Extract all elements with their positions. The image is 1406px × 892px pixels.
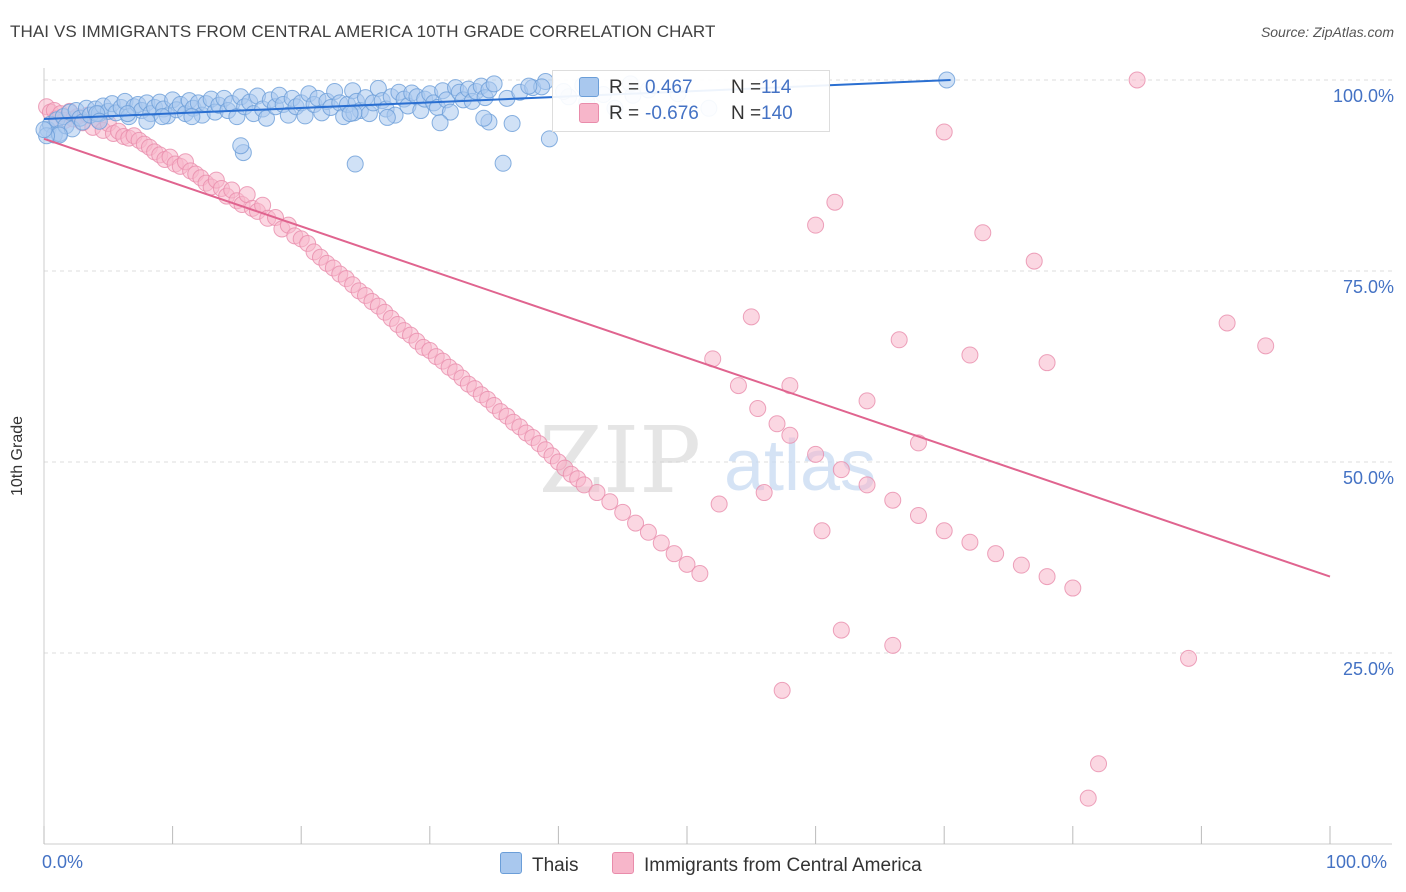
immigrants-point-111: [858, 476, 876, 494]
immigrants-point-112: [884, 491, 902, 509]
immigrants-point-99: [639, 523, 657, 541]
immigrants-point-115: [961, 533, 979, 551]
immigrants-point-109: [807, 445, 825, 463]
watermark: ZIP atlas: [539, 407, 876, 514]
thais-point-133: [475, 109, 493, 127]
thais-point-97: [441, 103, 459, 121]
thais-point-121: [503, 115, 521, 133]
immigrants-point-134: [826, 193, 844, 211]
series-thais-points: [35, 71, 956, 173]
thais-point-147: [520, 77, 538, 95]
bottom-legend-immigrants: Immigrants from Central America: [612, 852, 922, 877]
immigrants-point-110: [832, 461, 850, 479]
bottom-legend-swatch-thais: [500, 852, 522, 874]
y-tick-50: 50.0%: [1342, 468, 1394, 488]
immigrants-point-117: [1012, 556, 1030, 574]
chart-title: THAI VS IMMIGRANTS FROM CENTRAL AMERICA …: [10, 22, 716, 41]
immigrants-point-113: [909, 506, 927, 524]
bottom-legend-label-thais: Thais: [532, 855, 579, 876]
thais-point-125: [153, 108, 171, 126]
trendline-immigrants: [43, 137, 1331, 578]
immigrants-point-120: [773, 681, 791, 699]
immigrants-point-94: [575, 476, 593, 494]
thais-point-138: [232, 137, 250, 155]
y-tick-100: 100.0%: [1332, 86, 1394, 106]
immigrants-point-102: [678, 555, 696, 573]
immigrants-point-141: [813, 522, 831, 540]
immigrants-point-142: [755, 484, 773, 502]
immigrants-point-125: [1128, 71, 1146, 89]
legend-r-label: R =: [609, 103, 640, 124]
immigrants-point-138: [858, 392, 876, 410]
immigrants-point-119: [1064, 579, 1082, 597]
legend-r-value: -0.676: [645, 103, 699, 124]
immigrants-point-100: [652, 534, 670, 552]
thais-point-132: [35, 121, 53, 139]
legend-n-value: 140: [761, 103, 793, 124]
immigrants-point-98: [627, 514, 645, 532]
x-tick-0: 0.0%: [42, 852, 84, 872]
immigrants-point-101: [665, 545, 683, 563]
immigrants-point-133: [935, 123, 953, 141]
thais-point-123: [431, 114, 449, 132]
immigrants-point-132: [1038, 354, 1056, 372]
legend-swatch-immigrants: [579, 103, 599, 123]
immigrants-point-135: [807, 216, 825, 234]
immigrants-point-136: [742, 308, 760, 326]
thais-point-135: [346, 155, 364, 173]
immigrants-point-131: [961, 346, 979, 364]
immigrants-point-129: [1090, 755, 1108, 773]
immigrants-point-126: [1218, 314, 1236, 332]
gridlines: [44, 79, 1392, 654]
immigrants-point-105: [729, 377, 747, 395]
axes: [43, 68, 1392, 845]
thais-point-134: [540, 130, 558, 148]
immigrants-point-121: [832, 621, 850, 639]
thais-point-126: [138, 112, 156, 130]
immigrants-point-127: [1257, 337, 1275, 355]
watermark-atlas: atlas: [724, 426, 876, 506]
legend-n-label: N =: [731, 103, 762, 124]
legend-n-label: N =: [731, 77, 762, 98]
immigrants-point-116: [987, 545, 1005, 563]
immigrants-point-107: [768, 415, 786, 433]
bottom-legend-swatch-immigrants: [612, 852, 634, 874]
thais-point-129: [119, 105, 137, 123]
thais-point-120: [378, 108, 396, 126]
y-tick-25: 25.0%: [1342, 659, 1394, 679]
legend-swatch-thais: [579, 77, 599, 97]
thais-point-107: [485, 75, 503, 93]
bottom-legend-label-immigrants: Immigrants from Central America: [644, 855, 922, 876]
immigrants-point-106: [749, 400, 767, 418]
immigrants-point-123: [974, 224, 992, 242]
immigrants-point-124: [1025, 252, 1043, 270]
thais-point-124: [183, 108, 201, 126]
immigrants-point-128: [1079, 789, 1097, 807]
immigrants-point-114: [935, 522, 953, 540]
y-tick-75: 75.0%: [1342, 277, 1394, 297]
thais-point-136: [494, 154, 512, 172]
immigrants-point-140: [890, 331, 908, 349]
immigrants-point-118: [1038, 568, 1056, 586]
immigrants-point-122: [884, 636, 902, 654]
immigrants-point-95: [588, 484, 606, 502]
thais-point-119: [341, 105, 359, 123]
immigrants-point-130: [1180, 649, 1198, 667]
immigrants-point-97: [614, 503, 632, 521]
series-immigrants-points: [38, 71, 1275, 807]
bottom-legend-thais: Thais: [500, 852, 578, 877]
legend-r-value: 0.467: [645, 77, 693, 98]
immigrants-point-143: [710, 495, 728, 513]
source-label: Source: ZipAtlas.com: [1260, 24, 1394, 40]
immigrants-point-108: [781, 426, 799, 444]
immigrants-point-103: [691, 565, 709, 583]
immigrants-point-96: [601, 493, 619, 511]
x-tick-100: 100.0%: [1326, 852, 1388, 872]
legend-r-label: R =: [609, 77, 640, 98]
legend-n-value: 114: [761, 77, 792, 98]
correlation-legend: R = 0.467 N = 114 R = -0.676 N = 140: [552, 70, 830, 132]
